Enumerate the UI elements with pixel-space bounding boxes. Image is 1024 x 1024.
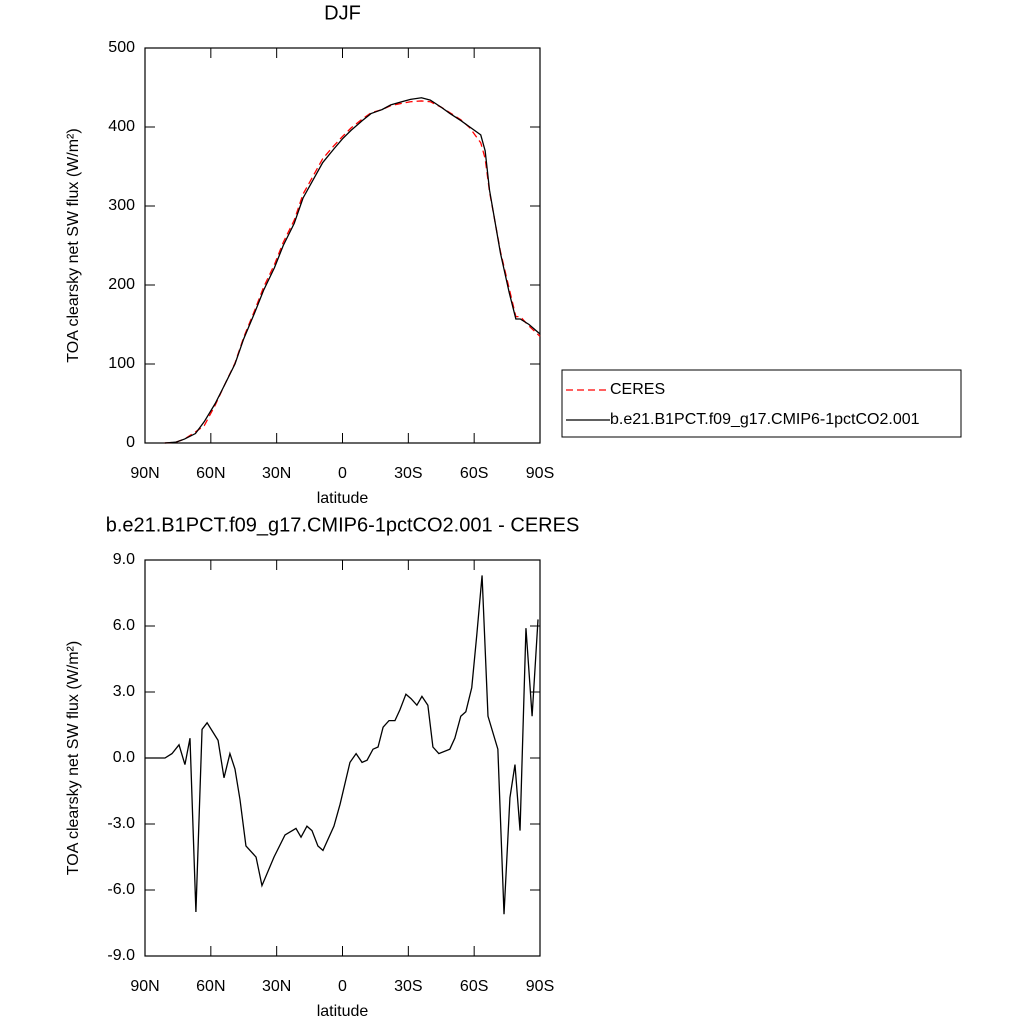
- plot-frame: [144, 47, 541, 444]
- y-axis-label: TOA clearsky net SW flux (W/m²): [65, 641, 82, 875]
- y-tick-label: 9.0: [113, 551, 135, 568]
- data-line: [145, 575, 539, 915]
- x-tick-label: 60S: [460, 465, 488, 482]
- x-axis-label: latitude: [317, 1003, 369, 1020]
- y-tick-label: 400: [108, 118, 135, 135]
- y-tick-label: -3.0: [107, 815, 135, 832]
- x-tick-label: 90N: [130, 465, 159, 482]
- y-tick-label: 3.0: [113, 683, 135, 700]
- chart-title: DJF: [324, 2, 361, 24]
- plot-frame: [144, 559, 541, 957]
- chart-title: b.e21.B1PCT.f09_g17.CMIP6-1pctCO2.001 - …: [106, 514, 580, 536]
- x-tick-label: 0: [338, 978, 347, 995]
- legend-label: b.e21.B1PCT.f09_g17.CMIP6-1pctCO2.001: [610, 411, 920, 428]
- y-tick-label: 100: [108, 355, 135, 372]
- x-tick-label: 60N: [196, 465, 225, 482]
- x-tick-label: 60N: [196, 978, 225, 995]
- y-tick-label: -6.0: [107, 881, 135, 898]
- y-tick-label: 300: [108, 197, 135, 214]
- legend-label: CERES: [610, 381, 665, 398]
- y-tick-label: 200: [108, 276, 135, 293]
- y-axis-label: TOA clearsky net SW flux (W/m²): [65, 128, 82, 362]
- y-tick-label: -9.0: [107, 947, 135, 964]
- x-tick-label: 90S: [526, 465, 554, 482]
- x-tick-label: 90S: [526, 978, 554, 995]
- x-tick-label: 60S: [460, 978, 488, 995]
- y-tick-label: 500: [108, 39, 135, 56]
- legend-box: [561, 369, 962, 438]
- x-tick-label: 30N: [262, 465, 291, 482]
- y-tick-label: 0.0: [113, 749, 135, 766]
- y-tick-label: 6.0: [113, 617, 135, 634]
- x-tick-label: 90N: [130, 978, 159, 995]
- x-tick-label: 30N: [262, 978, 291, 995]
- data-line: [164, 97, 541, 444]
- x-axis-label: latitude: [317, 490, 369, 507]
- x-tick-label: 30S: [394, 978, 422, 995]
- x-tick-label: 0: [338, 465, 347, 482]
- y-tick-label: 0: [126, 434, 135, 451]
- x-tick-label: 30S: [394, 465, 422, 482]
